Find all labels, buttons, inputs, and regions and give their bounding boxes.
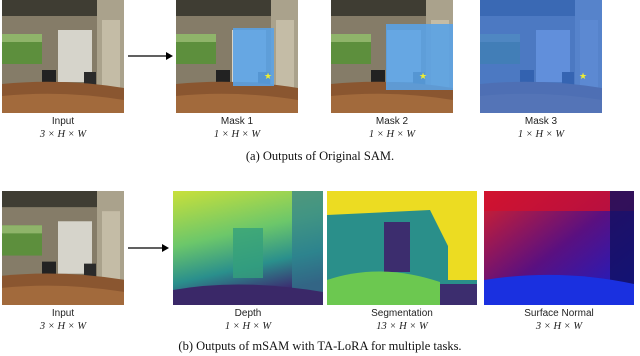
item-label: Mask 1: [221, 116, 254, 127]
item-label: Segmentation: [371, 308, 433, 319]
star: ★: [419, 71, 427, 81]
mask-overlay: [480, 0, 602, 113]
input-image: [2, 191, 124, 305]
item-shape: 3 × H × W: [39, 129, 88, 140]
item-shape: 1 × H × W: [369, 129, 417, 140]
caption: (b) Outputs of mSAM with TA-LoRA for mul…: [178, 339, 461, 353]
caption: (a) Outputs of Original SAM.: [246, 149, 394, 163]
item-shape: 1 × H × W: [225, 321, 273, 332]
item-label: Input: [52, 308, 74, 319]
depth-image: [173, 191, 323, 305]
item-label: Mask 3: [525, 116, 558, 127]
item-label: Mask 2: [376, 116, 409, 127]
item-shape: 3 × H × W: [39, 321, 88, 332]
mask-overlay: [386, 24, 453, 90]
item-label: Depth: [235, 308, 262, 319]
item-shape: 3 × H × W: [535, 321, 584, 332]
item-shape: 1 × H × W: [518, 129, 566, 140]
normal-image: [484, 191, 634, 305]
arrow-head: [162, 244, 169, 252]
item-label: Surface Normal: [524, 308, 593, 319]
input-image: [2, 0, 124, 113]
star: ★: [579, 71, 587, 81]
segmentation-image: [327, 191, 477, 305]
item-label: Input: [52, 116, 74, 127]
item-shape: 13 × H × W: [376, 321, 429, 332]
arrow-head: [166, 52, 173, 60]
item-shape: 1 × H × W: [214, 129, 262, 140]
mask-overlay: [233, 28, 274, 86]
star: ★: [264, 71, 272, 81]
